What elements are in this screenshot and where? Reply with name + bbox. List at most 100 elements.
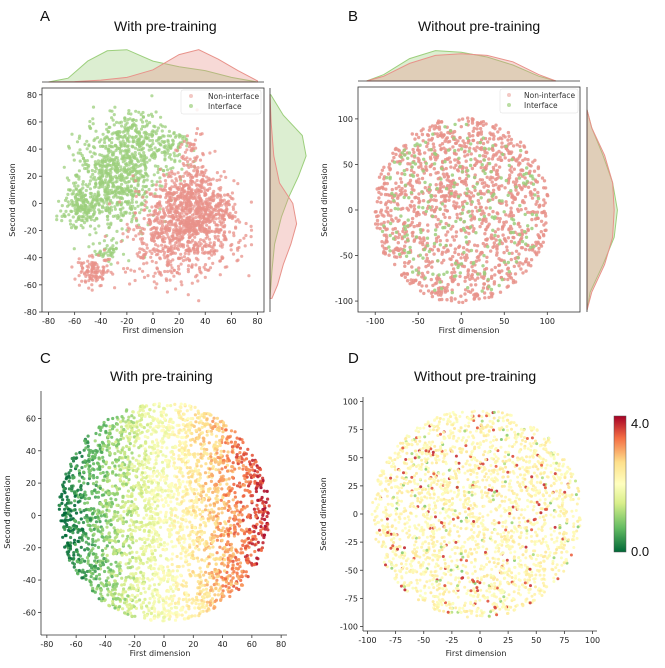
- panel-a-point: [165, 147, 169, 151]
- panel-a-point: [160, 129, 164, 133]
- panel-a-point: [243, 244, 247, 248]
- panel-b-point: [481, 286, 486, 290]
- panel-b-point: [456, 252, 461, 257]
- panel-b-point: [453, 148, 457, 153]
- panel-b-point: [417, 205, 421, 209]
- panel-b-point: [474, 205, 478, 210]
- panel-a-point: [152, 130, 156, 134]
- panel-a-point: [207, 209, 211, 213]
- panel-a-point: [114, 165, 118, 169]
- panel-a-point: [197, 299, 201, 303]
- panel-b-point: [468, 214, 473, 218]
- panel-c-point: [148, 497, 152, 501]
- panel-b-point: [403, 275, 407, 279]
- panel-a-point: [130, 152, 134, 156]
- panel-a-point: [62, 212, 66, 216]
- panel-a-point: [156, 244, 160, 248]
- panel-a-point: [82, 221, 87, 225]
- panel-b-point: [491, 176, 495, 180]
- panel-a-point: [123, 133, 127, 138]
- panel-a-point: [100, 164, 104, 168]
- panel-c-point: [72, 565, 76, 569]
- panel-c-point: [128, 524, 132, 528]
- panel-b-point: [436, 170, 440, 175]
- panel-a-point: [118, 185, 122, 189]
- panel-b-point: [520, 246, 525, 250]
- panel-b-point: [478, 121, 483, 126]
- panel-c-point: [143, 462, 147, 467]
- panel-a-point: [168, 134, 173, 138]
- panel-a-point: [194, 146, 198, 150]
- panel-c-point: [259, 525, 263, 529]
- panel-b-point: [403, 189, 407, 193]
- panel-a-point: [190, 179, 194, 183]
- panel-c-point: [128, 442, 132, 446]
- panel-b-point: [380, 168, 385, 172]
- panel-b-point: [451, 145, 455, 149]
- panel-a-point: [236, 182, 240, 186]
- panel-a-point: [118, 200, 122, 204]
- panel-a-point: [171, 237, 176, 241]
- panel-b-point: [375, 226, 379, 230]
- panel-a-point: [187, 235, 192, 239]
- panel-a-point: [147, 113, 151, 117]
- panel-c-point: [143, 541, 147, 545]
- panel-b-point: [505, 245, 509, 249]
- panel-a-point: [165, 245, 170, 249]
- panel-a-point: [105, 127, 109, 131]
- panel-a-point: [203, 205, 207, 209]
- panel-a-point: [116, 261, 120, 265]
- panel-b-point: [449, 191, 453, 196]
- panel-a-point: [154, 183, 158, 187]
- panel-a-point: [213, 248, 217, 252]
- panel-b-point: [425, 168, 429, 172]
- panel-b-point: [492, 241, 496, 245]
- panel-b-point: [432, 127, 436, 131]
- panel-a-point: [110, 201, 114, 205]
- panel-a-point: [142, 151, 146, 155]
- panel-b-point: [442, 146, 446, 150]
- panel-a-point: [232, 234, 236, 238]
- panel-a-point: [83, 142, 87, 146]
- panel-b-point: [515, 143, 519, 147]
- panel-b-point: [409, 168, 414, 173]
- panel-a-point: [220, 245, 224, 249]
- panel-b-point: [482, 253, 486, 258]
- panel-b-point: [429, 157, 433, 161]
- panel-a-point: [77, 214, 81, 218]
- panel-b-point: [453, 261, 458, 265]
- panel-a-point: [111, 195, 116, 199]
- panel-b-point: [538, 204, 542, 208]
- panel-a-point: [113, 157, 117, 161]
- panel-a-point: [162, 253, 166, 257]
- panel-b-point: [439, 182, 444, 186]
- panel-a-point: [134, 200, 139, 204]
- panel-a-point: [110, 136, 114, 141]
- panel-b-point: [396, 148, 400, 152]
- panel-a-point: [155, 267, 159, 271]
- panel-b-point: [514, 188, 518, 192]
- panel-b-point: [451, 235, 455, 239]
- panel-a-point: [113, 162, 117, 166]
- panel-a-point: [221, 220, 225, 224]
- panel-c-point: [143, 590, 147, 594]
- panel-a-point: [156, 164, 160, 169]
- panel-b-point: [379, 200, 383, 205]
- panel-c-point: [95, 480, 99, 484]
- panel-b-point: [500, 145, 504, 149]
- panel-b-point: [424, 253, 429, 257]
- panel-b-point: [412, 188, 416, 192]
- panel-a-point: [90, 155, 94, 159]
- panel-b-point: [440, 250, 445, 254]
- panel-c-point: [198, 523, 202, 527]
- panel-b-point: [523, 229, 527, 234]
- panel-b-point: [405, 272, 410, 276]
- panel-b-point: [430, 294, 435, 299]
- panel-a-point: [109, 145, 113, 149]
- panel-b-point: [485, 175, 489, 179]
- panel-a-point: [163, 269, 167, 274]
- panel-a-point: [94, 279, 98, 283]
- panel-a-point: [91, 177, 95, 181]
- panel-a-point: [154, 253, 159, 257]
- panel-a-point: [210, 211, 214, 215]
